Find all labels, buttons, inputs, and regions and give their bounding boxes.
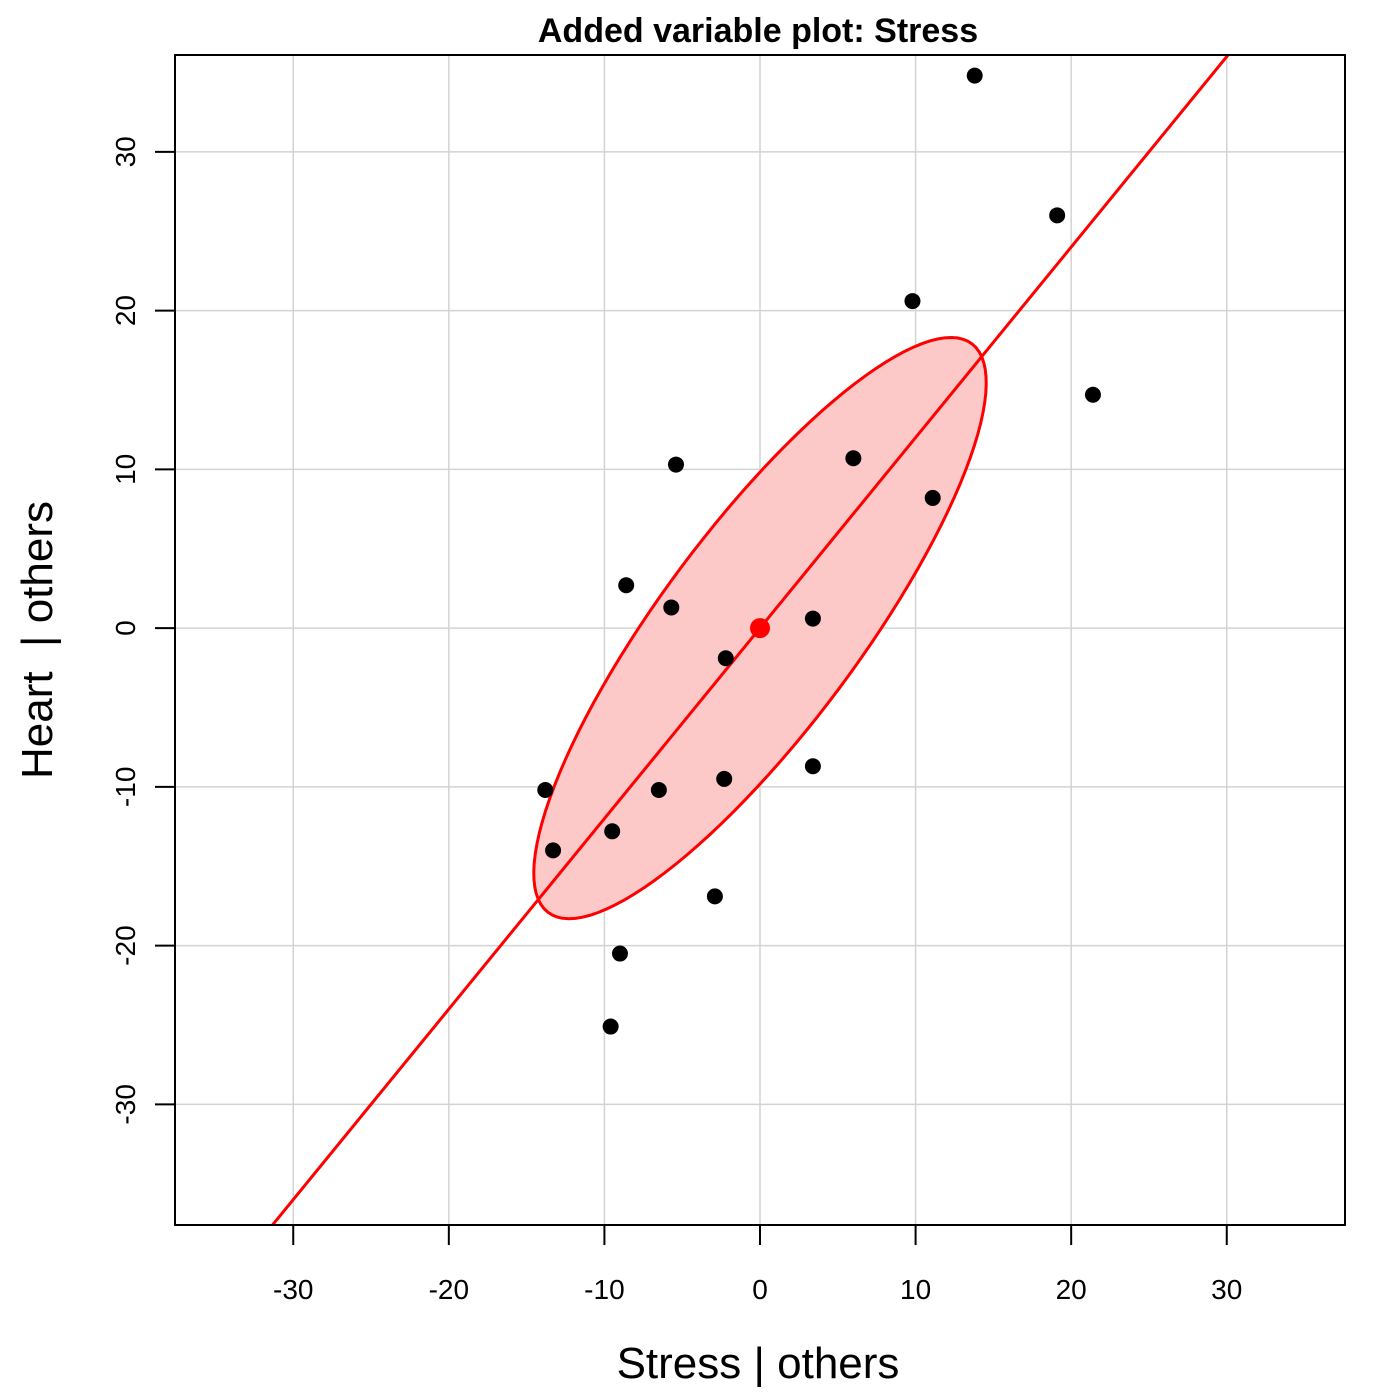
- y-tick-label: -10: [110, 767, 141, 807]
- x-tick-label: 20: [1056, 1274, 1087, 1305]
- data-point: [1084, 386, 1101, 403]
- x-tick-label: 0: [752, 1274, 768, 1305]
- data-point: [604, 823, 621, 840]
- x-tick-label: -20: [429, 1274, 469, 1305]
- data-point: [904, 293, 921, 310]
- data-point: [667, 456, 684, 473]
- y-tick-label: 10: [110, 454, 141, 485]
- data-point: [537, 782, 554, 799]
- data-point: [706, 888, 723, 905]
- data-point: [804, 610, 821, 627]
- data-point: [966, 67, 983, 84]
- data-point: [602, 1018, 619, 1035]
- y-tick-label: 0: [110, 620, 141, 636]
- data-point: [663, 599, 680, 616]
- data-point: [716, 770, 733, 787]
- x-axis-label: Stress | others: [617, 1339, 900, 1388]
- x-axis: -30 -20 -10 0 10 20 30: [273, 1225, 1242, 1305]
- x-tick-label: -10: [584, 1274, 624, 1305]
- chart-title: Added variable plot: Stress: [538, 12, 978, 50]
- data-point: [717, 650, 734, 667]
- data-point: [618, 577, 635, 594]
- y-axis: -30 -20 -10 0 10 20 30: [110, 136, 175, 1125]
- x-tick-label: 10: [900, 1274, 931, 1305]
- y-tick-label: -20: [110, 925, 141, 965]
- x-tick-label: -30: [273, 1274, 313, 1305]
- y-tick-label: 20: [110, 295, 141, 326]
- data-point: [804, 758, 821, 775]
- data-point: [1049, 207, 1066, 224]
- data-point: [845, 450, 862, 467]
- data-point: [611, 945, 628, 962]
- x-tick-label: 30: [1211, 1274, 1242, 1305]
- y-axis-label: Heart | others: [13, 501, 62, 779]
- y-tick-label: -30: [110, 1084, 141, 1124]
- data-point: [924, 489, 941, 506]
- points-group: [537, 67, 1101, 1035]
- centroid-point: [750, 618, 770, 639]
- data-point: [650, 782, 667, 799]
- data-point: [545, 842, 562, 859]
- y-tick-label: 30: [110, 136, 141, 167]
